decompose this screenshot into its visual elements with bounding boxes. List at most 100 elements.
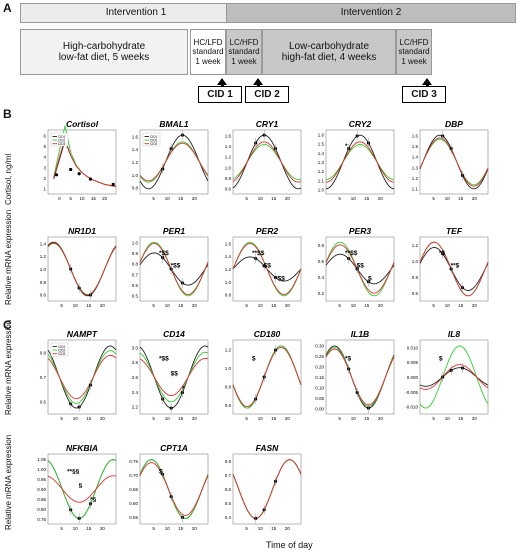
y-tick-label: 0.6	[40, 293, 47, 298]
phase-lc-standard-2: LC/HFD standard 1 week	[396, 29, 432, 75]
y-tick-label: 1.5	[318, 142, 325, 147]
x-tick-label: 20	[285, 303, 291, 308]
y-tick-label: 0.4	[318, 275, 325, 280]
plot-frame	[419, 339, 489, 415]
x-tick-label: 15	[364, 416, 370, 421]
chart-dbp: DBP 1.1 1.2 1.3 1.4 1.5 1.6 5 10 15 20	[412, 119, 489, 201]
y-tick-label: 1.1	[318, 178, 325, 183]
x-tick-label: 0	[58, 196, 61, 201]
series-line-cid1	[419, 247, 489, 291]
y-tick-label: 1.4	[318, 151, 325, 156]
y-tick-label: 1.6	[132, 134, 139, 139]
plot-frame	[139, 129, 209, 195]
x-tick-label: 20	[472, 416, 478, 421]
y-tick-label: 0.00	[315, 407, 324, 412]
series-line-cid1	[232, 345, 302, 409]
y-tick-label: 2.8	[132, 360, 139, 365]
y-tick-label: 0.8	[40, 280, 47, 285]
significance-label: *$$	[159, 356, 169, 363]
y-tick-label: 1.0	[412, 259, 419, 264]
series-line-cid2	[47, 459, 117, 519]
x-tick-label: 10	[258, 303, 264, 308]
intervention-1-bar: Intervention 1	[20, 3, 252, 23]
x-tick-label: 15	[178, 526, 184, 531]
series-line-cid3	[139, 357, 209, 397]
significance-label: $$	[171, 371, 179, 378]
y-tick-label: 0.000	[407, 375, 419, 380]
chart-title: CD180	[254, 329, 281, 339]
chart-per3: PER3 0.2 0.4 0.6 0.8 5 10 15 20 **$$ $$$	[318, 226, 395, 308]
series-line-cid2	[139, 459, 209, 519]
plot-frame	[325, 236, 395, 302]
x-tick-label: 10	[351, 196, 357, 201]
significance-label: *$$	[275, 276, 285, 283]
y-tick-label: 0.010	[407, 345, 419, 350]
y-tick-label: 5	[43, 144, 46, 149]
chart-title: TEF	[446, 226, 463, 236]
y-tick-label: 1.4	[40, 241, 47, 246]
y-tick-label: 1.2	[225, 155, 232, 160]
x-tick-label: 10	[258, 416, 264, 421]
significance-label: §	[79, 483, 83, 490]
panel-c-letter: C	[3, 318, 12, 332]
y-tick-label: 0.20	[315, 364, 324, 369]
y-tick-label: 1.0	[132, 173, 139, 178]
y-tick-label: 0.9	[132, 251, 139, 256]
x-tick-label: 20	[192, 526, 198, 531]
x-tick-label: 10	[73, 526, 79, 531]
series-line-cid3	[139, 462, 209, 516]
series-line-cid3	[232, 347, 302, 407]
x-tick-label: 20	[472, 303, 478, 308]
y-tick-label: 1.2	[412, 176, 419, 181]
y-tick-label: 0.8	[132, 186, 139, 191]
x-tick-label: 5	[152, 196, 155, 201]
y-tick-label: 1.1	[412, 187, 419, 192]
y-tick-label: 1.6	[225, 133, 232, 138]
y-tick-label: 0.6	[225, 403, 232, 408]
x-tick-label: 15	[178, 303, 184, 308]
y-tick-label: 0.60	[129, 501, 138, 506]
y-tick-label: 0.15	[315, 375, 324, 380]
y-tick-label: 0.95	[37, 477, 46, 482]
series-line-cid2	[419, 345, 489, 409]
y-tick-label: 1.6	[412, 133, 419, 138]
x-tick-label: 5	[245, 526, 248, 531]
x-tick-label: 10	[351, 303, 357, 308]
intervention-2-bar: Intervention 2	[226, 3, 516, 23]
y-tick-label: 2.4	[132, 390, 139, 395]
x-tick-label: 20	[192, 303, 198, 308]
data-point	[77, 172, 81, 176]
y-tick-label: 0.7	[225, 473, 232, 478]
x-tick-label: 15	[458, 196, 464, 201]
chart-title: CRY1	[256, 119, 279, 129]
phase-hc-standard: HC/LFD standard 1 week	[190, 29, 226, 75]
y-tick-label: 0.7	[132, 272, 139, 277]
phase-hc-lfd-5w: High-carbohydrate low-fat diet, 5 weeks	[20, 29, 188, 75]
plot-frame	[325, 129, 395, 195]
series-line-cid1	[139, 459, 209, 519]
x-tick-label: 10	[165, 416, 171, 421]
x-tick-label: 15	[458, 416, 464, 421]
y-tick-label: 0.55	[129, 515, 138, 520]
plot-frame	[232, 129, 302, 195]
y-tick-label: 1.2	[132, 160, 139, 165]
y-tick-label: 2	[43, 176, 46, 181]
y-tick-label: 0.8	[132, 262, 139, 267]
significance-label: **$$	[252, 250, 265, 257]
significance-label: *$$	[171, 263, 181, 270]
series-line-cid1	[139, 252, 209, 286]
chart-il8: IL8 -0.010 -0.005 0.000 0.005 0.010 5 10 15 20 $	[405, 329, 489, 421]
y-tick-label: 1.05	[37, 457, 46, 462]
x-tick-label: 10	[165, 303, 171, 308]
y-tick-label: 0.5	[225, 501, 232, 506]
cid1-label: CID 1	[198, 86, 242, 103]
y-tick-label: 1.0	[225, 366, 232, 371]
plot-frame	[325, 339, 395, 415]
y-tick-label: 1.2	[225, 267, 232, 272]
y-tick-label: -0.010	[405, 405, 418, 410]
x-tick-label: 15	[86, 416, 92, 421]
plot-frame	[47, 236, 117, 302]
chart-title: CD14	[163, 329, 185, 339]
